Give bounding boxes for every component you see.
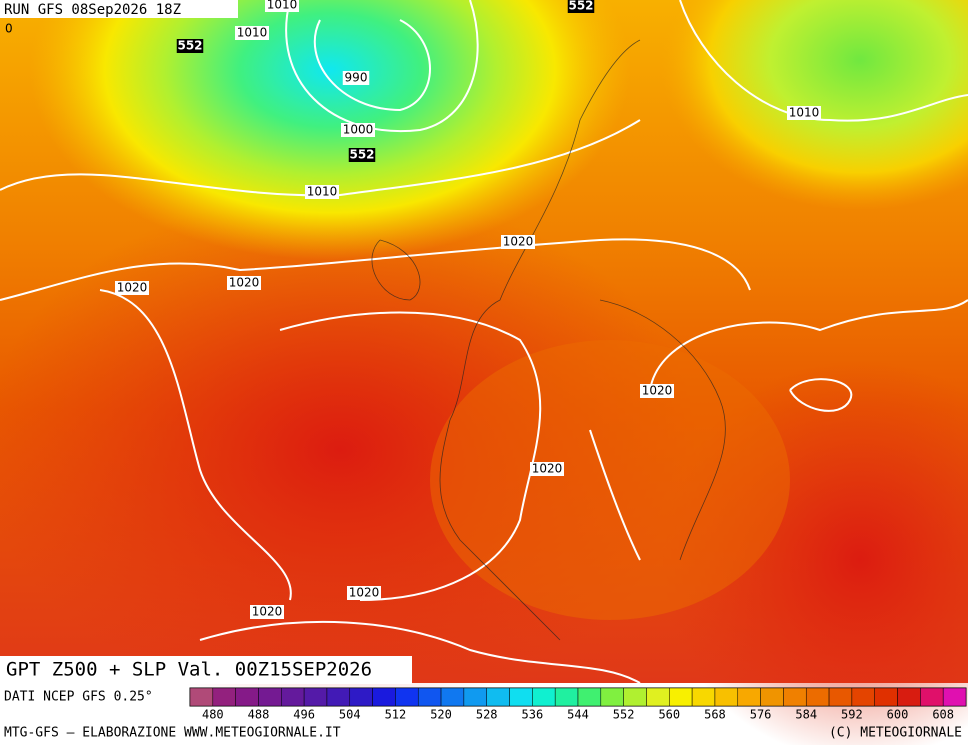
isobar-label: 1020 <box>532 462 563 476</box>
colorbar-label: 568 <box>704 708 726 722</box>
label-bg <box>250 605 284 619</box>
colorbar-swatch <box>303 687 328 707</box>
label-bg <box>501 235 535 249</box>
isobar-label: 1020 <box>252 605 283 619</box>
label-bg <box>347 586 381 600</box>
source: DATI NCEP GFS 0.25° <box>4 690 153 705</box>
colorbar-swatch <box>669 687 693 707</box>
colorbar-label: 520 <box>430 708 452 722</box>
colorbar-swatch <box>828 687 853 707</box>
colorbar-label: 592 <box>841 708 863 722</box>
isobar-label: 1020 <box>229 276 260 290</box>
colorbar-swatch <box>760 687 784 707</box>
geopotential-label: 552 <box>349 148 374 162</box>
colorbar-label: 560 <box>658 708 680 722</box>
colorbar-label: 600 <box>887 708 909 722</box>
label-bg <box>115 281 149 295</box>
label-bg <box>567 0 595 13</box>
colorbar-swatch <box>920 687 944 707</box>
isobar-label: 1010 <box>789 106 820 120</box>
isobar-label: 0 <box>5 22 13 36</box>
colorbar-label: 584 <box>795 708 817 722</box>
colorbar-swatch <box>600 687 624 707</box>
colorbar-swatch <box>783 687 807 707</box>
colorbar-label: 488 <box>248 708 270 722</box>
geopotential-label: 552 <box>177 39 202 53</box>
colorbar-swatch <box>897 687 921 707</box>
colorbar-swatch <box>281 687 305 707</box>
colorbar-swatch <box>395 687 419 707</box>
isobar-label: 1020 <box>349 586 380 600</box>
colorbar-swatch <box>874 687 898 707</box>
colorbar-swatch <box>942 687 967 707</box>
colorbar-swatch <box>326 687 351 707</box>
isobar-label: 1000 <box>343 123 374 137</box>
title: GPT Z500 + SLP Val. 00Z15SEP2026 <box>6 659 372 681</box>
colorbar-swatch <box>577 687 602 707</box>
label-bg <box>265 0 299 12</box>
label-bg <box>640 384 674 398</box>
colorbar-swatch <box>440 687 465 707</box>
label-bg <box>342 71 370 85</box>
label-bg <box>341 123 375 137</box>
colorbar-swatch <box>349 687 373 707</box>
colorbar-swatch <box>372 687 396 707</box>
isobar-label: 1010 <box>237 26 268 40</box>
colorbar-swatch <box>805 687 830 707</box>
isobar-label: 1010 <box>307 185 338 199</box>
colorbar-label: 552 <box>613 708 635 722</box>
label-bg <box>235 26 269 40</box>
colorbar-swatch <box>486 687 510 707</box>
label-bg <box>227 276 261 290</box>
colorbar-label: 576 <box>750 708 772 722</box>
colorbar-swatch <box>623 687 647 707</box>
colorbar-swatch <box>532 687 556 707</box>
isobar-label: 1020 <box>503 235 534 249</box>
colorbar-label: 512 <box>385 708 407 722</box>
run-box <box>0 0 238 18</box>
label-bg <box>787 106 821 120</box>
run-label: RUN GFS 08Sep2026 18Z <box>4 2 181 18</box>
isobar-label: 1020 <box>117 281 148 295</box>
isobar-label: 990 <box>345 71 368 85</box>
colorbar-label: 536 <box>522 708 544 722</box>
colorbar-swatch <box>509 687 533 707</box>
colorbar-label: 504 <box>339 708 361 722</box>
label-bg <box>348 148 376 162</box>
colorbar-swatch <box>737 687 761 707</box>
colorbar-label: 528 <box>476 708 498 722</box>
colorbar-swatch <box>463 687 487 707</box>
colorbar-label: 496 <box>293 708 315 722</box>
colorbar-swatch <box>189 687 214 707</box>
colorbar-swatch <box>417 687 442 707</box>
colorbar-swatch <box>258 687 282 707</box>
colorbar-label: 544 <box>567 708 589 722</box>
isobar-label: 1010 <box>267 0 298 12</box>
label-bg <box>176 39 204 53</box>
colorbar-swatch <box>235 687 259 707</box>
colorbar-swatch <box>554 687 579 707</box>
colorbar-swatch <box>212 687 236 707</box>
isobar-label: 1020 <box>642 384 673 398</box>
colorbar-swatch <box>714 687 739 707</box>
copyright: (C) METEOGIORNALE <box>829 726 962 741</box>
geopotential-label: 552 <box>568 0 593 13</box>
label-bg <box>305 185 339 199</box>
colorbar-swatch <box>646 687 670 707</box>
credit: MTG-GFS — ELABORAZIONE WWW.METEOGIORNALE… <box>4 726 341 741</box>
colorbar-swatch <box>851 687 875 707</box>
label-bg <box>530 462 564 476</box>
title-box <box>0 656 412 684</box>
colorbar-swatch <box>691 687 716 707</box>
colorbar-label: 608 <box>932 708 954 722</box>
colorbar-label: 480 <box>202 708 224 722</box>
